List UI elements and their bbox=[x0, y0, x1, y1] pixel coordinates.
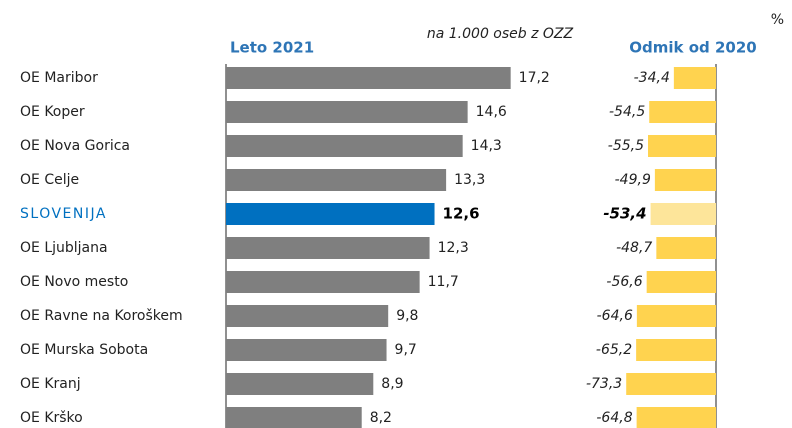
value-label: -65,2 bbox=[596, 342, 632, 358]
value-label: 8,9 bbox=[381, 376, 403, 392]
bar bbox=[226, 67, 511, 89]
bar bbox=[636, 407, 716, 428]
value-label: -55,5 bbox=[608, 138, 644, 154]
value-label: -34,4 bbox=[634, 70, 670, 86]
value-label: 8,2 bbox=[370, 410, 392, 426]
unit: % bbox=[771, 12, 784, 28]
category-label: OE Novo mesto bbox=[20, 274, 128, 290]
category-label: OE Koper bbox=[20, 104, 85, 120]
value-label: -49,9 bbox=[615, 172, 651, 188]
bar bbox=[226, 101, 468, 123]
category-label: OE Ljubljana bbox=[20, 240, 108, 256]
category-label: OE Celje bbox=[20, 172, 79, 188]
right-title: Odmik od 2020 bbox=[629, 39, 756, 57]
bar bbox=[226, 237, 430, 259]
bar bbox=[656, 237, 716, 259]
bar bbox=[654, 169, 716, 191]
value-label: 17,2 bbox=[519, 70, 550, 86]
bar bbox=[626, 373, 716, 395]
bar bbox=[226, 271, 420, 293]
value-label: -56,6 bbox=[606, 274, 642, 290]
bar bbox=[226, 407, 362, 428]
bar bbox=[226, 305, 389, 327]
value-label: -48,7 bbox=[616, 240, 652, 256]
bar bbox=[226, 373, 374, 395]
category-label: OE Nova Gorica bbox=[20, 138, 130, 154]
category-label: OE Kranj bbox=[20, 376, 81, 392]
bar bbox=[650, 203, 716, 225]
value-label: 11,7 bbox=[428, 274, 459, 290]
value-label: -64,8 bbox=[596, 410, 632, 426]
value-label: 14,6 bbox=[476, 104, 507, 120]
value-label: 12,3 bbox=[438, 240, 469, 256]
bar bbox=[226, 339, 387, 361]
value-label: 14,3 bbox=[471, 138, 502, 154]
bar bbox=[636, 339, 716, 361]
bar bbox=[226, 203, 435, 225]
category-label: SLOVENIJA bbox=[20, 206, 107, 222]
value-label: 9,8 bbox=[396, 308, 418, 324]
value-label: 9,7 bbox=[395, 342, 417, 358]
bar bbox=[226, 135, 463, 157]
bar bbox=[673, 67, 716, 89]
value-label: -64,6 bbox=[597, 308, 633, 324]
category-label: OE Krško bbox=[20, 410, 83, 426]
value-label: -73,3 bbox=[586, 376, 622, 392]
bar bbox=[648, 135, 716, 157]
value-label: 12,6 bbox=[443, 205, 480, 223]
category-label: OE Ravne na Koroškem bbox=[20, 308, 183, 324]
left-title: Leto 2021 bbox=[230, 39, 314, 57]
category-label: OE Murska Sobota bbox=[20, 342, 148, 358]
value-label: -53,4 bbox=[603, 205, 646, 223]
bar bbox=[636, 305, 716, 327]
subtitle: na 1.000 oseb z OZZ bbox=[427, 26, 574, 42]
bar bbox=[649, 101, 716, 123]
value-label: 13,3 bbox=[454, 172, 485, 188]
value-label: -54,5 bbox=[609, 104, 645, 120]
category-label: OE Maribor bbox=[20, 70, 98, 86]
bar bbox=[646, 271, 716, 293]
bar bbox=[226, 169, 447, 191]
